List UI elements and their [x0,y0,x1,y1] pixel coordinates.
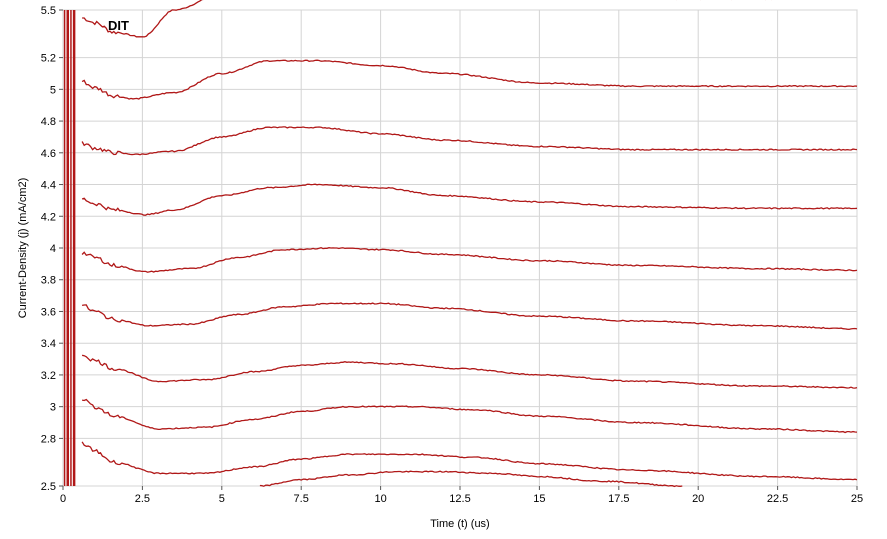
series-line-7 [81,354,858,389]
series-line-8 [81,398,858,434]
y-tick-label: 3.2 [41,370,56,382]
x-tick-label: 2.5 [135,493,150,505]
x-tick-label: 0 [60,493,66,505]
x-tick-label: 10 [374,493,386,505]
series-line-6 [81,302,858,331]
y-tick-label: 4.8 [41,116,56,128]
series-line-9 [81,441,858,481]
x-tick-label: 25 [851,493,863,505]
y-tick-label: 3.8 [41,275,56,287]
x-tick-label: 22.5 [767,493,788,505]
ticks: 0 2.5 5 7.5 10 12.5 15 17.5 20 22.5 25 2.5 2.8 3 3.2 3.… [41,5,863,505]
series-line-10 [259,470,683,488]
y-tick-label: 5.5 [41,5,56,17]
series-group [81,0,858,488]
x-tick-label: 15 [533,493,545,505]
y-tick-label: 3 [50,402,56,414]
y-tick-label: 5.2 [41,53,56,65]
series-line-4 [81,183,858,216]
y-tick-label: 4 [50,243,56,255]
annotation-dit: DIT [108,18,129,33]
x-tick-label: 17.5 [608,493,629,505]
series-line-3 [81,126,858,156]
initial-spikes [63,10,76,486]
y-tick-label: 4.2 [41,211,56,223]
y-tick-label: 4.4 [41,180,56,192]
series-line-2 [81,59,858,100]
y-axis-label: Current-Density (j) (mA/cm2) [17,178,29,319]
y-tick-label: 3.4 [41,338,56,350]
series-line-5 [81,247,858,273]
x-tick-label: 7.5 [294,493,309,505]
grid [62,9,858,487]
y-tick-label: 2.8 [41,433,56,445]
y-tick-label: 3.6 [41,306,56,318]
y-tick-label: 2.5 [41,481,56,493]
y-tick-label: 4.6 [41,148,56,160]
x-tick-label: 5 [219,493,225,505]
x-tick-label: 12.5 [449,493,470,505]
y-tick-label: 5 [50,84,56,96]
x-axis-label: Time (t) (us) [430,518,489,530]
x-tick-label: 20 [692,493,704,505]
